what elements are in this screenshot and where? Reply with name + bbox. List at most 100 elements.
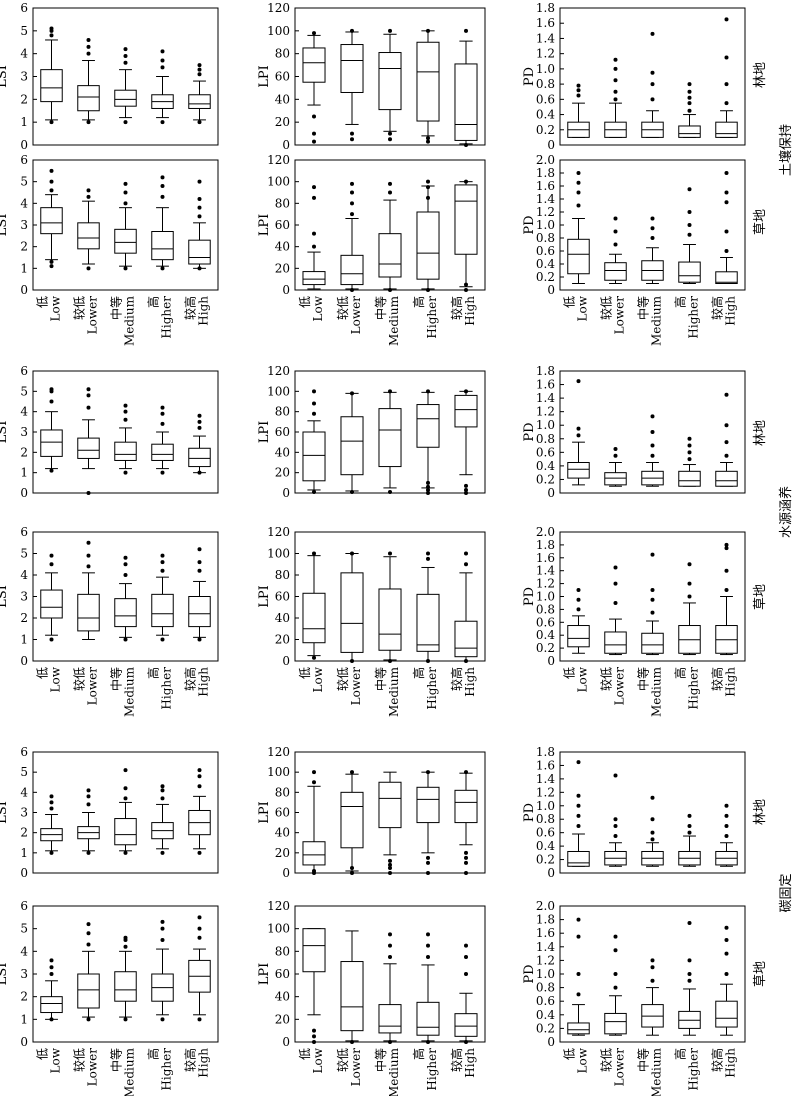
outlier-point [464,487,468,492]
outlier-point [197,197,202,201]
outlier-point [426,943,430,948]
outlier-point [724,972,729,976]
y-tick-label: 0.4 [536,257,555,271]
outlier-point [86,540,91,545]
outlier-point [576,588,581,593]
outlier-point [687,921,692,925]
y-axis-label: LPI [257,963,272,986]
outlier-point [724,249,729,253]
outlier-point [724,823,729,828]
y-tick-label: 100 [267,175,290,189]
outlier-point [426,139,430,144]
y-tick-label: 0 [282,486,290,500]
box-medium [378,28,402,142]
y-tick-label: 100 [267,384,290,398]
outlier-point [197,266,202,271]
box-lower [340,551,364,663]
outlier-point [613,565,618,570]
outlier-point [464,659,468,663]
outlier-point [49,794,54,799]
outlier-point [197,72,202,77]
outlier-point [687,581,692,586]
y-tick-label: 6 [20,745,28,759]
y-tick-label: 4 [20,196,28,210]
y-axis-label: PD [522,67,537,86]
outlier-point [160,184,165,188]
outlier-point [197,784,202,789]
outlier-point [49,800,54,805]
outlier-point [123,786,128,791]
outlier-point [160,788,165,793]
outlier-point [464,943,468,948]
outlier-point [576,803,581,808]
box-lower [77,387,100,495]
y-axis-label: LPI [257,585,272,608]
box-low [302,31,326,144]
box-high [188,179,211,271]
outlier-point [86,942,91,947]
y-tick-label: 3 [20,967,28,981]
outlier-point [49,806,54,811]
outlier-point [576,972,581,976]
outlier-point [123,470,128,475]
x-tick-label: Higher [160,1048,174,1091]
x-tick-label: Low [311,1047,325,1073]
box-higher [678,921,701,1036]
y-tick-label: 1.4 [536,940,555,954]
outlier-point [123,53,128,58]
outlier-point [650,610,655,615]
x-tick-label: Medium [650,1047,664,1096]
outlier-point [86,922,91,927]
y-tick-label: 0 [20,138,28,152]
panel-lpi-1: 0 20 40 60 80 100 120 LPI [257,1,486,152]
y-tick-label: 2.0 [536,153,555,167]
outlier-point [650,31,655,36]
outlier-point [426,659,430,663]
y-axis-label: PD [522,803,537,822]
box-high [715,542,738,656]
x-tick-label: Medium [387,1047,401,1096]
x-tick-label-cn: 较低 [72,296,87,320]
x-tick-label-cn: 低 [298,296,312,308]
outlier-point [350,137,354,142]
outlier-point [724,17,729,22]
outlier-point [650,82,655,87]
outlier-point [86,491,91,495]
y-tick-label: 40 [275,445,290,459]
y-tick-label: 0 [547,866,555,880]
outlier-point [650,830,655,835]
x-tick-label: Lower [86,296,100,335]
y-tick-label: 0 [20,1035,28,1049]
outlier-point [197,926,202,931]
box-high [188,768,211,855]
box-higher [678,436,701,487]
outlier-point [160,175,165,180]
x-tick-label-cn: 较低 [335,296,350,320]
outlier-point [687,436,692,441]
outlier-point [388,389,392,394]
box-low [567,171,590,284]
outlier-point [724,834,729,839]
y-tick-label: 60 [275,425,290,439]
y-tick-label: 0.8 [536,602,555,616]
box-lower [77,922,100,1022]
y-axis-label: LPI [257,65,272,88]
outlier-point [350,871,354,875]
outlier-point [613,823,618,828]
x-tick-label-cn: 中等 [109,296,124,320]
service-label: 水源涵养 [778,486,794,538]
outlier-point [86,931,91,936]
x-tick-label: Medium [650,295,664,346]
box-medium [378,389,402,494]
outlier-point [49,1017,54,1022]
outlier-point [160,405,165,410]
y-tick-label: 1 [20,1012,28,1026]
outlier-point [86,387,91,392]
outlier-point [86,850,91,855]
outlier-point [160,58,165,63]
outlier-point [687,823,692,828]
box-low [567,588,590,654]
y-tick-label: 2 [20,990,28,1004]
outlier-point [650,236,655,240]
outlier-point [613,446,618,451]
